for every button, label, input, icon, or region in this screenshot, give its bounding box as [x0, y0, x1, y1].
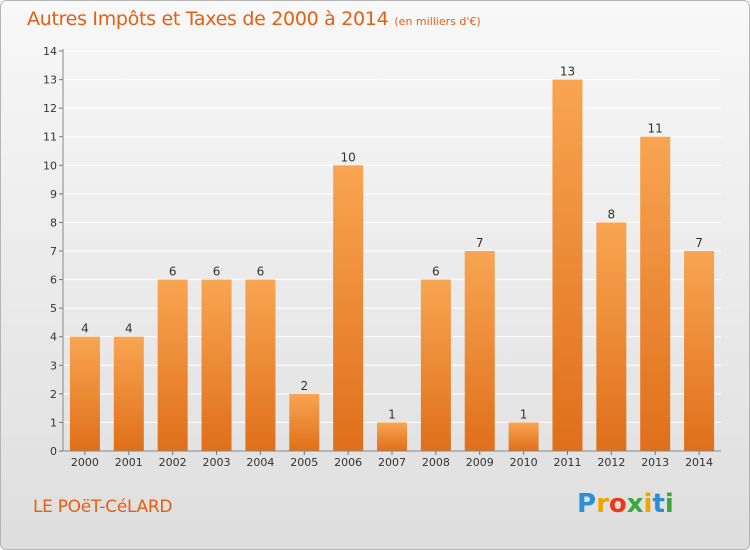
- y-tick-label: 4: [50, 331, 57, 344]
- bar: [552, 79, 583, 452]
- chart-title: Autres Impôts et Taxes de 2000 à 2014 (en…: [27, 8, 481, 30]
- logo-letter: r: [596, 489, 609, 519]
- bar-value-label: 11: [648, 122, 663, 136]
- x-tick-label: 2013: [641, 456, 669, 469]
- bar: [377, 422, 407, 451]
- bar-value-label: 8: [608, 207, 616, 221]
- commune-name: LE POëT-CéLARD: [33, 497, 173, 517]
- chart-title-main: Autres Impôts et Taxes de 2000 à 2014: [27, 8, 389, 30]
- x-tick-label: 2007: [378, 456, 406, 469]
- bar: [201, 279, 232, 451]
- bar-value-label: 13: [560, 65, 575, 79]
- proxiti-logo: Proxiti: [577, 489, 674, 519]
- y-tick-label: 5: [50, 302, 57, 315]
- bar: [464, 251, 495, 451]
- chart-title-unit: (en milliers d'€): [394, 15, 481, 28]
- bar-value-label: 4: [81, 322, 89, 336]
- bar-value-label: 1: [388, 407, 396, 421]
- x-tick-label: 2014: [685, 456, 713, 469]
- bar-value-label: 4: [125, 322, 133, 336]
- bar-value-label: 7: [695, 236, 703, 250]
- y-tick-label: 1: [50, 416, 57, 429]
- y-tick-label: 11: [43, 131, 57, 144]
- x-tick-label: 2010: [510, 456, 538, 469]
- bar-value-label: 1: [520, 407, 528, 421]
- logo-letter: x: [626, 489, 644, 519]
- bar-value-label: 10: [340, 150, 355, 164]
- bar: [596, 222, 627, 451]
- data-labels: 4 4 6 6 6 2 10 1 6 7 1 13 8 11 7: [81, 65, 703, 422]
- y-tick-label: 8: [50, 216, 57, 229]
- y-tick-label: 10: [43, 159, 57, 172]
- bar: [113, 336, 144, 451]
- logo-letter: t: [652, 489, 665, 519]
- bar: [420, 279, 451, 451]
- x-tick-label: 2003: [203, 456, 231, 469]
- y-tick-label: 2: [50, 388, 57, 401]
- x-tick-label: 2012: [597, 456, 625, 469]
- logo-letter: i: [643, 489, 653, 519]
- x-tick-label: 2009: [466, 456, 494, 469]
- y-tick-label: 3: [50, 359, 57, 372]
- bar-value-label: 7: [476, 236, 484, 250]
- bar-value-label: 6: [213, 265, 221, 279]
- x-tick-label: 2008: [422, 456, 450, 469]
- bar: [69, 336, 100, 451]
- y-tick-label: 0: [50, 445, 57, 458]
- x-tick-label: 2005: [290, 456, 318, 469]
- bar-value-label: 6: [257, 265, 265, 279]
- bar-value-label: 6: [169, 265, 177, 279]
- bar: [640, 136, 671, 451]
- x-tick-label: 2004: [246, 456, 274, 469]
- bar-value-label: 6: [432, 265, 440, 279]
- y-tick-label: 14: [43, 45, 57, 58]
- bar: [157, 279, 188, 451]
- y-tick-label: 6: [50, 274, 57, 287]
- x-tick-label: 2002: [159, 456, 187, 469]
- logo-letter: P: [577, 489, 597, 519]
- bar: [508, 422, 539, 451]
- y-tick-label: 13: [43, 74, 57, 87]
- y-tick-label: 9: [50, 188, 57, 201]
- x-tick-label: 2011: [553, 456, 581, 469]
- bar: [245, 279, 276, 451]
- x-tick-label: 2006: [334, 456, 362, 469]
- x-tick-label: 2000: [71, 456, 99, 469]
- x-tick-label: 2001: [115, 456, 143, 469]
- bar: [684, 251, 715, 451]
- logo-letter: i: [664, 489, 674, 519]
- bar: [333, 165, 364, 452]
- bar-value-label: 2: [300, 379, 308, 393]
- bar: [289, 393, 320, 451]
- y-tick-label: 7: [50, 245, 57, 258]
- bars: [69, 79, 715, 452]
- y-tick-label: 12: [43, 102, 57, 115]
- logo-letter: o: [608, 489, 627, 519]
